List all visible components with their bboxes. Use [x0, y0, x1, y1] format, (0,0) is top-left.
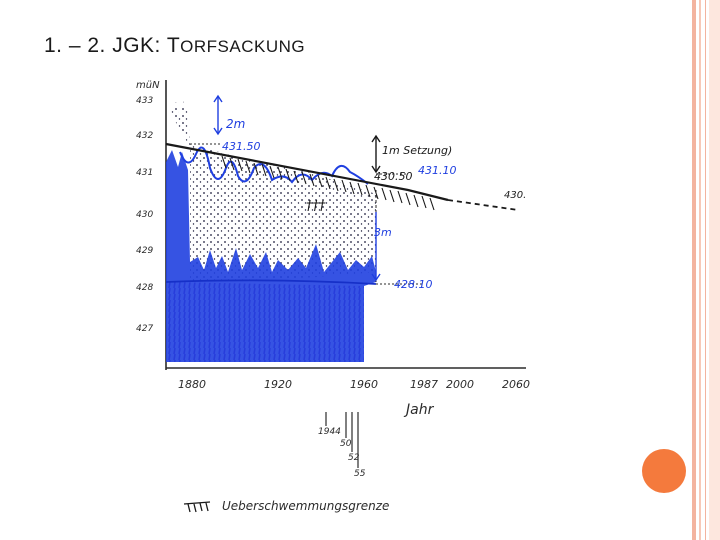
- settlement-arrow: [371, 134, 381, 174]
- settle-level-label: 430.50: [374, 170, 413, 183]
- y-tick-427: 427: [136, 324, 153, 334]
- two-m-label: 2m: [226, 117, 245, 131]
- decorative-stripe-2: [699, 0, 701, 540]
- y-axis-label: müN: [136, 80, 160, 91]
- y-tick-431: 431: [136, 168, 153, 178]
- year-mark-52: 52: [348, 453, 360, 463]
- title-rest: ORFSACKUNG: [180, 37, 306, 56]
- flood-hatch-marks: [221, 155, 435, 211]
- y-ticks: 433 432 431 430 429 428 427: [136, 96, 153, 334]
- right-level-label: 431.10: [418, 164, 457, 177]
- x-tick-1987: 1987: [410, 378, 438, 391]
- surface-dashed-line: [447, 199, 519, 211]
- x-tick-1880: 1880: [178, 378, 206, 391]
- decorative-stripe-4: [709, 0, 720, 540]
- two-m-arrow: [213, 94, 223, 136]
- peat-settlement-sketch: müN 433 432 431 430 429 428 427: [118, 72, 540, 527]
- y-tick-433: 433: [136, 96, 153, 106]
- y-tick-429: 429: [136, 246, 153, 256]
- x-tick-2060: 2060: [502, 378, 530, 391]
- y-tick-430: 430: [136, 210, 153, 220]
- settlement-label: 1m Setzung): [382, 144, 452, 157]
- year-mark-50: 50: [340, 439, 352, 449]
- surface-line: [165, 142, 449, 202]
- orange-circle-ornament: [642, 449, 686, 493]
- y-tick-432: 432: [136, 131, 153, 141]
- three-m-arrow: [371, 212, 381, 282]
- y-tick-428: 428: [136, 283, 153, 293]
- water-wave-line: [179, 146, 369, 185]
- year-mark-lines: [325, 412, 359, 468]
- decorative-stripe-3: [705, 0, 706, 540]
- decorative-stripe-1: [692, 0, 696, 540]
- x-tick-1920: 1920: [264, 378, 292, 391]
- x-tick-2000: 2000: [446, 378, 474, 391]
- x-axis-label: Jahr: [403, 402, 435, 418]
- slide-title: 1. – 2. JGK: TORFSACKUNG: [44, 34, 305, 58]
- x-ticks: 1880 1920 1960 1987 2000 2060: [178, 378, 530, 391]
- peat-hatching: [166, 282, 364, 362]
- base-level-label: 428.10: [394, 278, 433, 291]
- far-right-level-label: 430.: [504, 190, 526, 201]
- year-mark-55: 55: [354, 469, 366, 479]
- title-prefix: 1. – 2. JGK: T: [44, 34, 181, 57]
- base-peat-line: [165, 279, 377, 285]
- legend-label: Ueberschwemmungsgrenze: [222, 499, 389, 513]
- x-tick-1960: 1960: [350, 378, 378, 391]
- top-level-label: 431.50: [222, 140, 261, 153]
- crosses-mark: †††: [306, 199, 326, 214]
- peat-dotted-body: [170, 100, 376, 282]
- three-m-label: 3m: [374, 226, 392, 239]
- sketch-canvas: müN 433 432 431 430 429 428 427: [136, 80, 530, 513]
- year-mark-1944: 1944: [318, 427, 341, 437]
- legend-hatch-symbol: [183, 501, 211, 513]
